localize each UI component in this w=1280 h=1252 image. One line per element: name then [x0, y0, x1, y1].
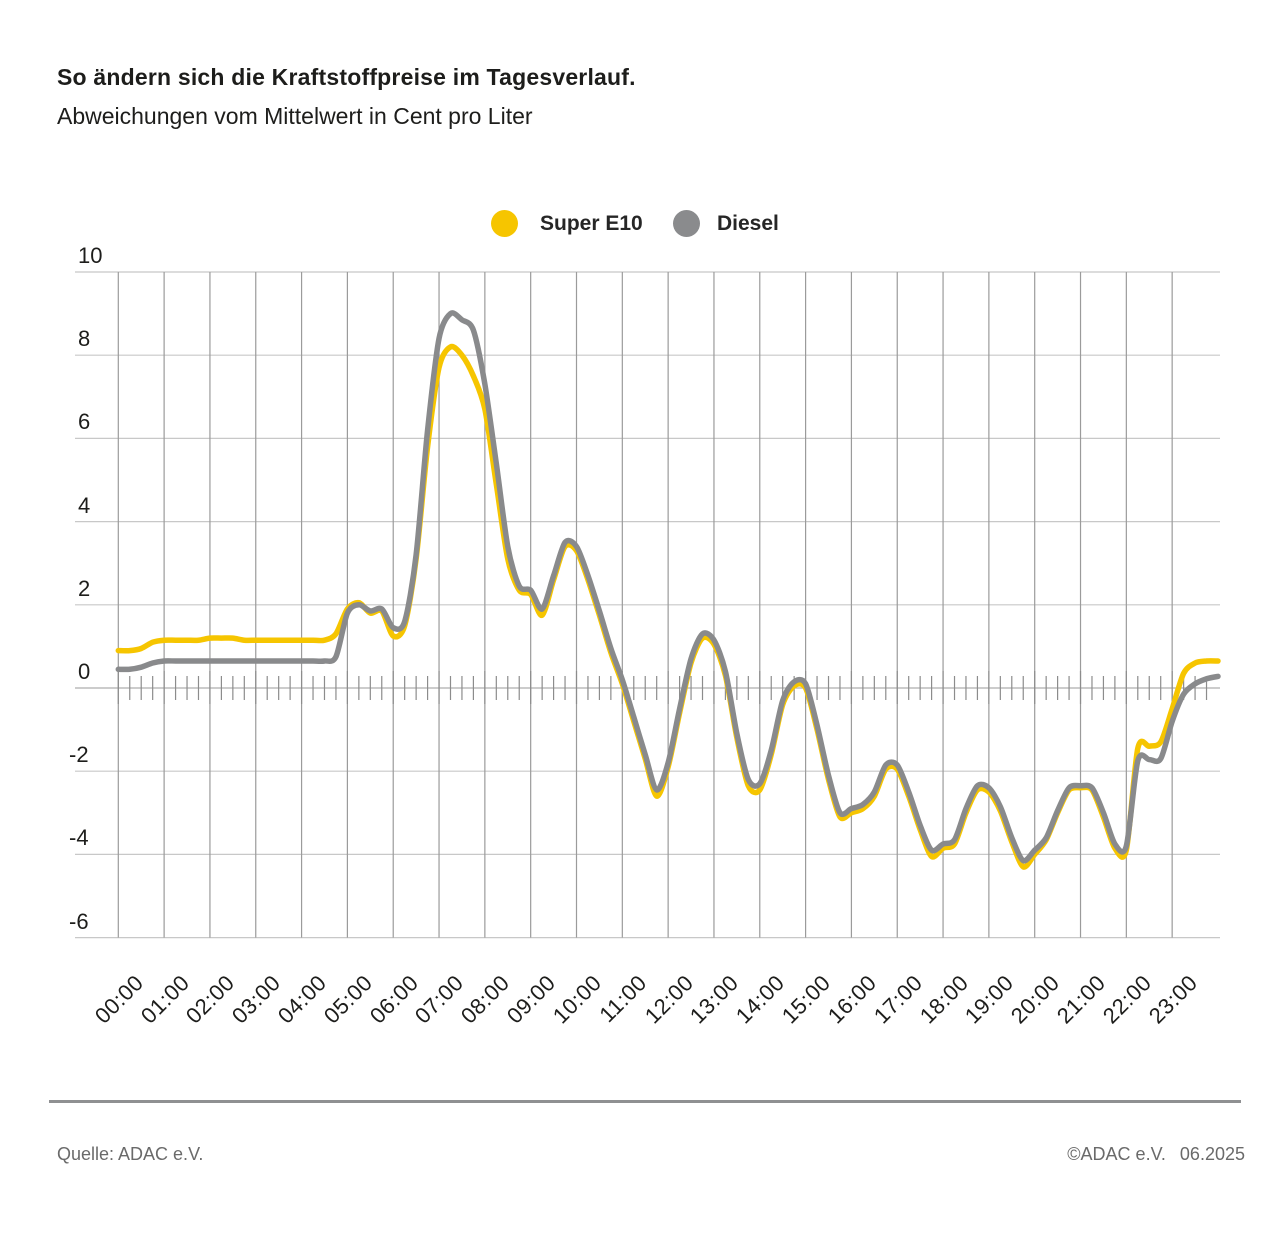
y-axis-label: -2	[69, 742, 89, 768]
legend-label-diesel: Diesel	[717, 212, 779, 235]
footer-copyright: ©ADAC e.V. 06.2025	[1067, 1144, 1245, 1165]
y-axis-label: 0	[78, 659, 91, 684]
legend-dot-diesel	[673, 210, 700, 237]
page-subtitle: Abweichungen vom Mittelwert in Cent pro …	[57, 103, 533, 129]
footer-divider	[49, 1100, 1241, 1103]
y-axis-label: 6	[78, 409, 91, 435]
series-line-diesel	[115, 310, 1221, 864]
y-axis-label: -4	[69, 825, 89, 851]
y-axis-label: 8	[78, 326, 91, 352]
chart-canvas	[75, 271, 1221, 939]
legend-dot-super-e10	[491, 210, 518, 237]
y-axis-label: 10	[78, 243, 103, 268]
y-axis-label: -6	[69, 908, 89, 934]
footer-source: Quelle: ADAC e.V.	[57, 1144, 204, 1164]
footer-date: 06.2025	[1179, 1144, 1245, 1164]
y-axis-label: 4	[78, 492, 91, 518]
page-title: So ändern sich die Kraftstoffpreise im T…	[57, 64, 636, 90]
legend-label-super-e10: Super E10	[540, 212, 643, 235]
y-axis-label: 2	[78, 575, 91, 601]
footer-copyright-text: ©ADAC e.V.	[1067, 1144, 1166, 1164]
